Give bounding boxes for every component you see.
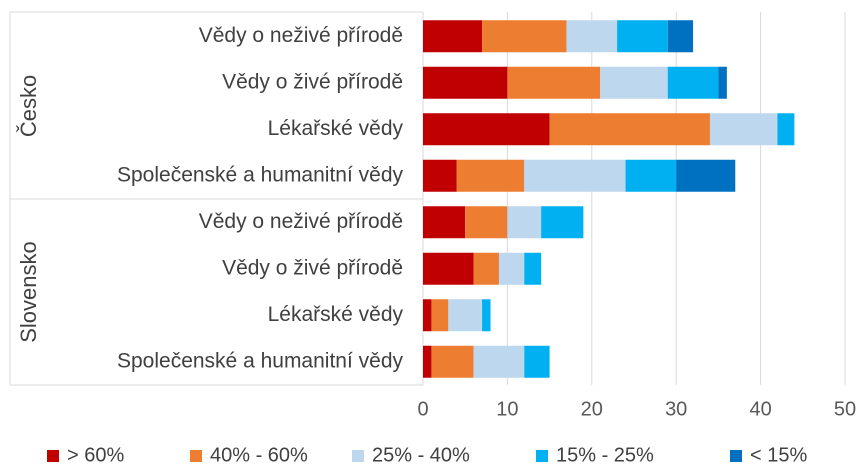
bar-segment [524, 159, 626, 192]
bar-segment [718, 66, 727, 99]
bar-segment [667, 66, 719, 99]
legend-label: 15% - 25% [556, 444, 654, 466]
category-label: Vědy o neživé přírodě [199, 210, 403, 233]
bar-segment [600, 66, 668, 99]
category-label: Vědy o živé přírodě [222, 70, 403, 93]
bar-segment [448, 299, 483, 332]
bar-segment [709, 113, 778, 146]
bar-segment [507, 206, 542, 239]
x-tick-label: 40 [749, 398, 771, 420]
bar-segment [423, 206, 466, 239]
bar-segment [456, 159, 525, 192]
legend-swatch [47, 450, 59, 462]
bar-segment [498, 252, 525, 285]
bar-segment [482, 299, 491, 332]
bar-segment [473, 252, 499, 285]
x-tick-label: 30 [665, 398, 687, 420]
category-label: Vědy o neživé přírodě [199, 24, 403, 47]
legend-swatch [536, 450, 548, 462]
bar-segment [423, 299, 432, 332]
bar-segment [423, 20, 483, 53]
bar-segment [566, 20, 618, 53]
bar-segment [541, 206, 584, 239]
bar-segment [482, 20, 567, 53]
x-tick-label: 50 [834, 398, 856, 420]
legend-swatch [190, 450, 202, 462]
bar-segment [465, 206, 508, 239]
legend-label: > 60% [67, 444, 124, 466]
bar-segment [524, 345, 550, 378]
bar-segment [777, 113, 795, 146]
legend-label: < 15% [750, 444, 807, 466]
bar-segment [617, 20, 668, 53]
category-label: Vědy o živé přírodě [222, 256, 403, 279]
bar-segment [423, 345, 432, 378]
bar-segment [507, 66, 601, 99]
bar-segment [549, 113, 710, 146]
legend-label: 25% - 40% [372, 444, 470, 466]
x-tick-label: 10 [496, 398, 518, 420]
x-tick-label: 0 [417, 398, 428, 420]
category-label: Společenské a humanitní vědy [117, 349, 404, 372]
legend-swatch [352, 450, 364, 462]
bar-segment [423, 252, 474, 285]
category-label: Lékařské vědy [268, 303, 404, 326]
legend-label: 40% - 60% [210, 444, 308, 466]
bar-segment [431, 345, 474, 378]
bar-segment [423, 113, 550, 146]
bar-segment [423, 66, 508, 99]
bar-segment [431, 299, 449, 332]
category-label: Společenské a humanitní vědy [117, 163, 404, 186]
bar-segment [625, 159, 677, 192]
x-tick-label: 20 [581, 398, 603, 420]
bar-segment [473, 345, 525, 378]
group-label: Slovensko [16, 241, 41, 343]
bar-segment [524, 252, 542, 285]
legend-swatch [730, 450, 742, 462]
category-label: Lékařské vědy [268, 117, 404, 140]
bar-segment [667, 20, 694, 53]
bar-segment [676, 159, 736, 192]
group-label: Česko [16, 75, 41, 137]
bar-segment [423, 159, 457, 192]
